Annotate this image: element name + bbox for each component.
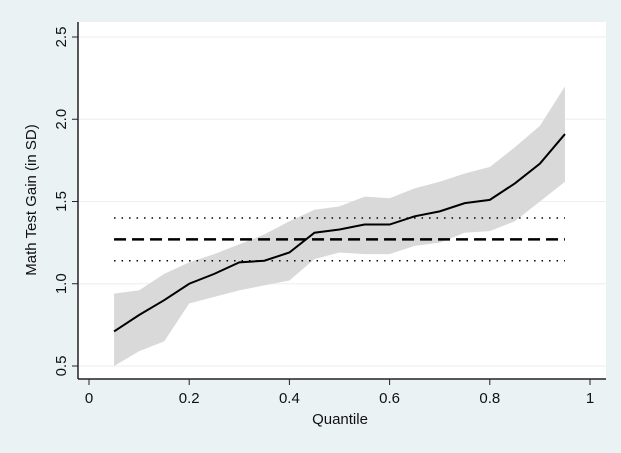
estimate-line xyxy=(113,133,566,333)
confidence-band xyxy=(114,86,565,366)
x-tick-label: 0 xyxy=(85,390,93,407)
x-tick-label: 0.6 xyxy=(379,390,400,407)
y-tick-label: 2.0 xyxy=(53,109,70,130)
x-tick-label: 0.4 xyxy=(279,390,300,407)
y-tick-label: 1.5 xyxy=(53,191,70,212)
y-tick-label: 1.0 xyxy=(53,273,70,294)
x-tick-label: 0.8 xyxy=(479,390,500,407)
y-tick-label: 0.5 xyxy=(53,356,70,377)
x-tick-label: 1 xyxy=(586,390,594,407)
x-axis-label: Quantile xyxy=(312,411,368,428)
x-tick-label: 0.2 xyxy=(179,390,200,407)
y-axis-label: Math Test Gain (in SD) xyxy=(23,124,40,275)
y-tick-label: 2.5 xyxy=(53,27,70,48)
